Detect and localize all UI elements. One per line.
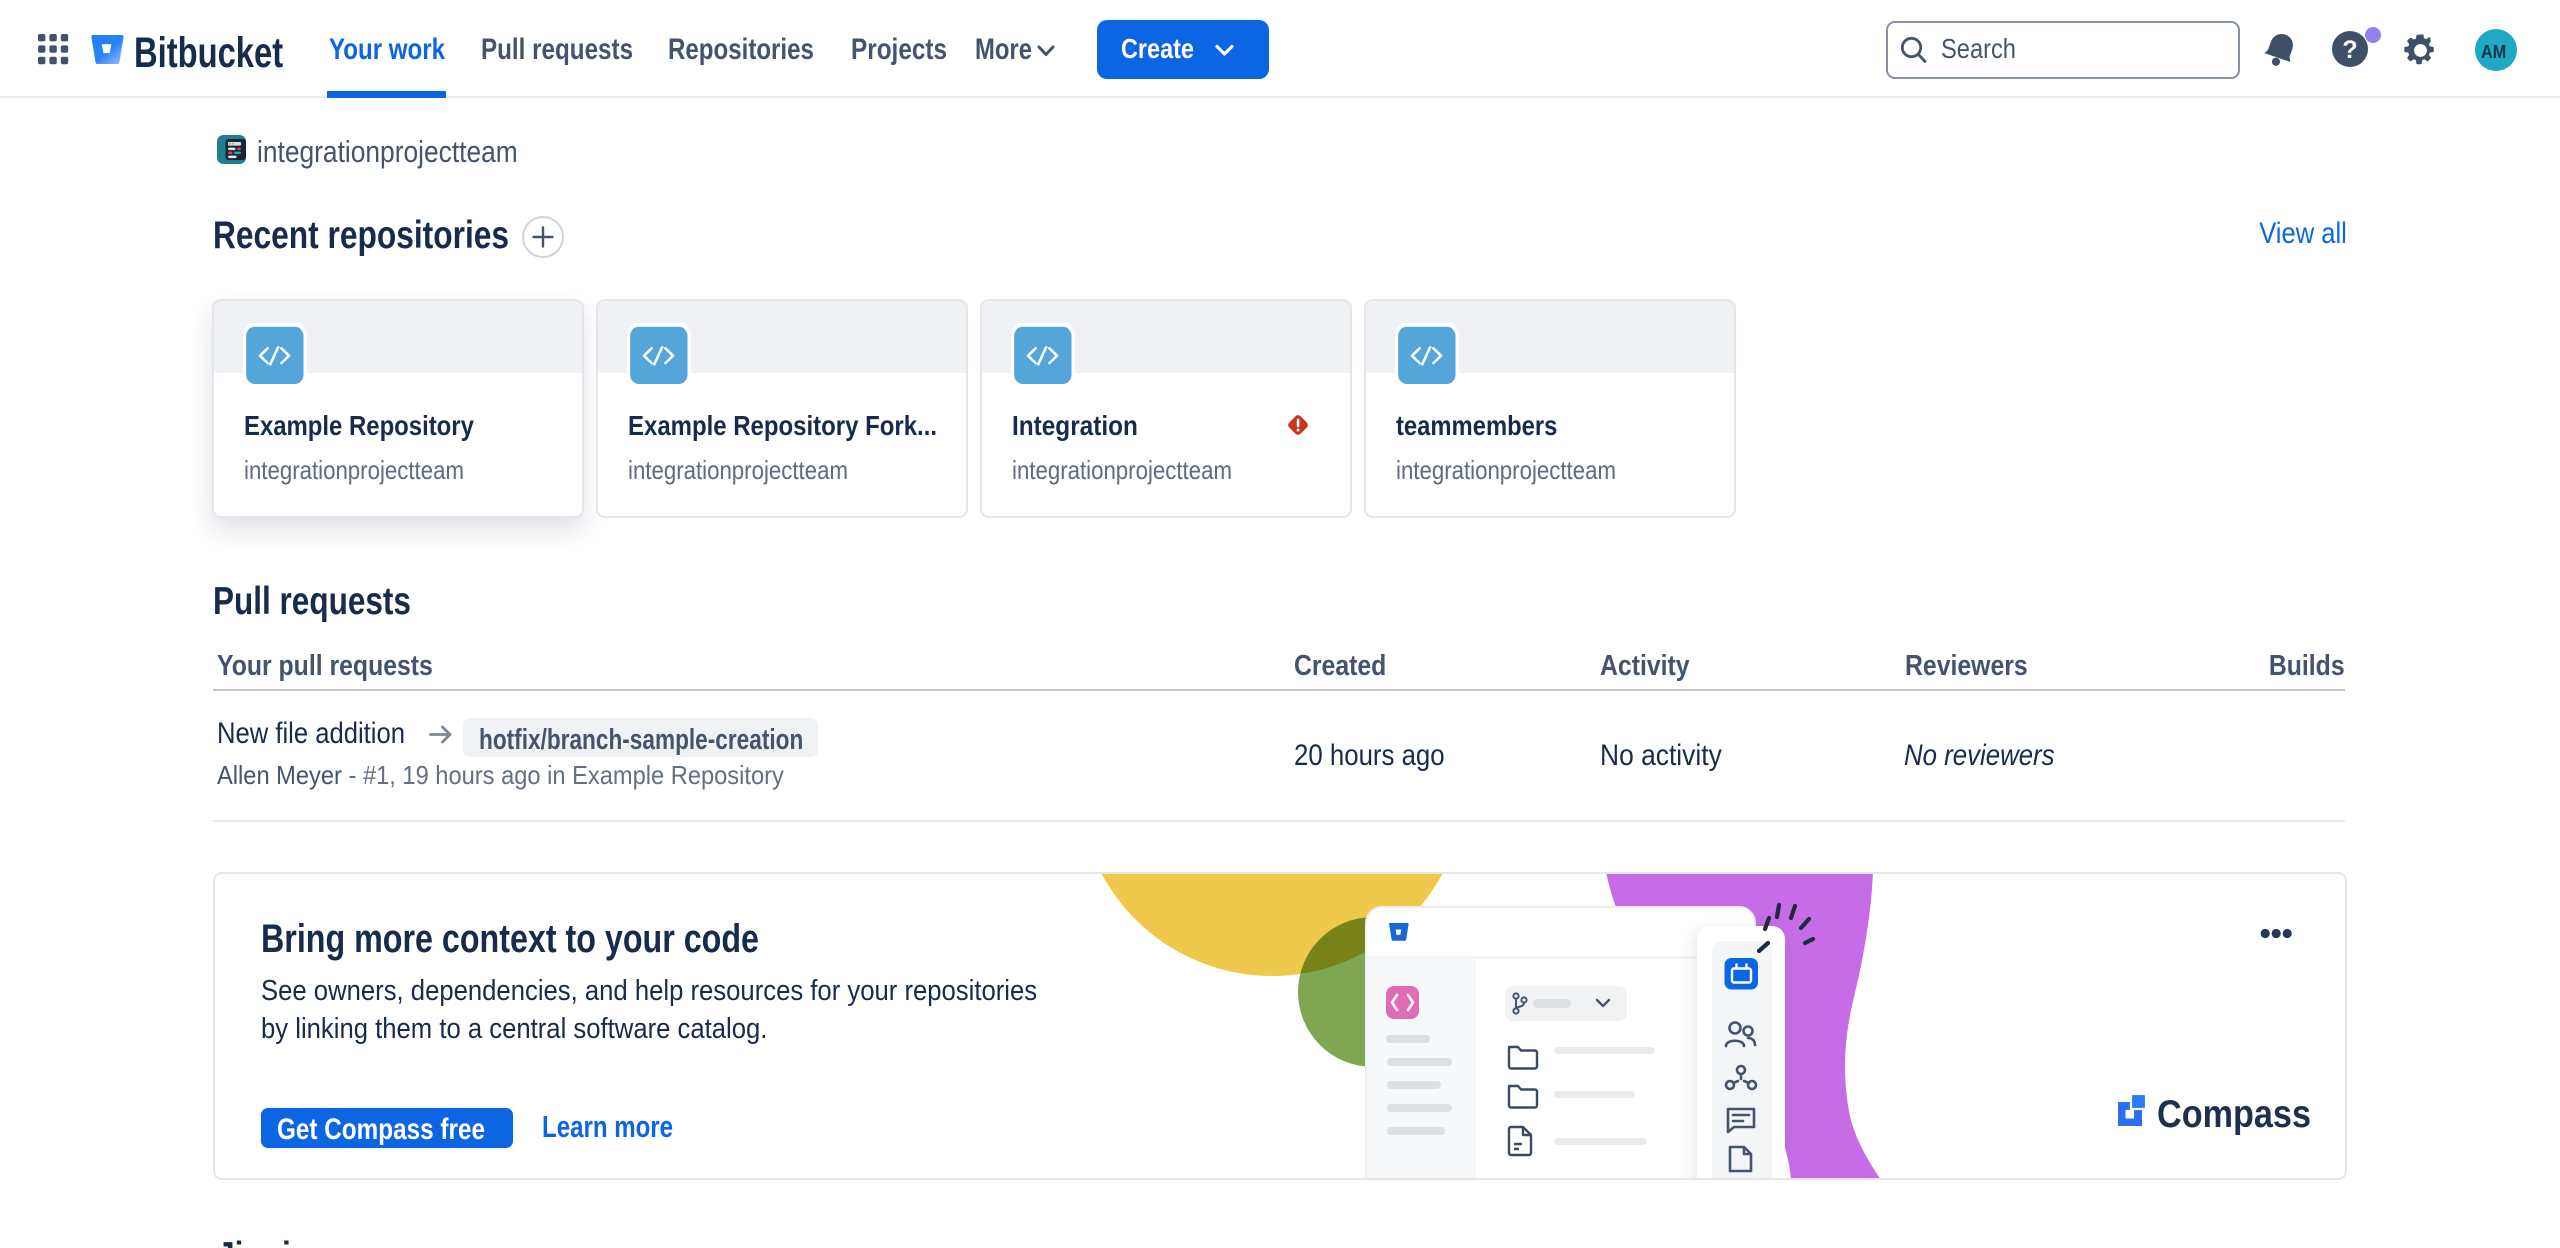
svg-text:?: ? xyxy=(2342,36,2357,64)
